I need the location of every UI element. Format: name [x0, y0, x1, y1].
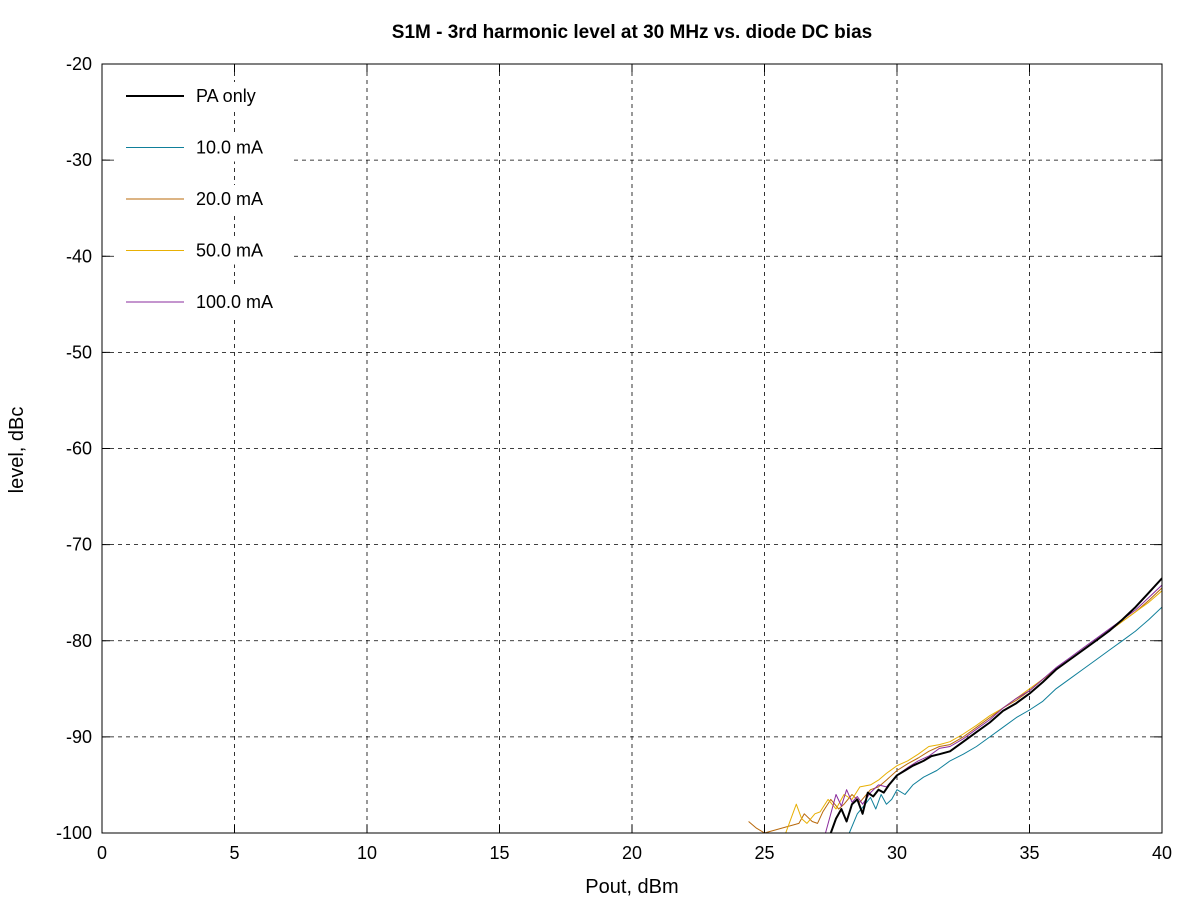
y-axis-label: level, dBc [6, 407, 28, 494]
x-tick-label: 5 [229, 843, 239, 863]
x-tick-label: 0 [97, 843, 107, 863]
y-tick-label: -90 [66, 727, 92, 747]
x-tick-label: 40 [1152, 843, 1172, 863]
y-tick-label: -60 [66, 439, 92, 459]
x-axis-label: Pout, dBm [585, 876, 678, 898]
chart-title: S1M - 3rd harmonic level at 30 MHz vs. d… [392, 22, 872, 43]
series-lines [748, 577, 1162, 833]
legend-label: 50.0 mA [196, 241, 263, 261]
x-tick-label: 30 [887, 843, 907, 863]
legend-label: PA only [196, 86, 256, 106]
y-tick-label: -100 [56, 823, 92, 843]
x-tick-label: 10 [357, 843, 377, 863]
legend-label: 20.0 mA [196, 189, 263, 209]
grid-lines [102, 64, 1162, 833]
x-tick-label: 35 [1019, 843, 1039, 863]
y-tick-label: -70 [66, 535, 92, 555]
series-line-pa-only [829, 577, 1162, 833]
y-tick-label: -40 [66, 246, 92, 266]
x-tick-label: 20 [622, 843, 642, 863]
series-line-100-0-ma [825, 584, 1162, 833]
y-tick-label: -50 [66, 342, 92, 362]
axis-ticks: 0 5 10 15 20 25 30 35 40 -100 -90 -80 -70 -60 -50 -40 -3… [56, 54, 1172, 863]
legend: PA only 10.0 mA 20.0 mA 50.0 mA 100.0 mA [118, 82, 290, 316]
x-tick-label: 15 [489, 843, 509, 863]
y-tick-label: -20 [66, 54, 92, 74]
legend-label: 10.0 mA [196, 138, 263, 158]
y-tick-label: -80 [66, 631, 92, 651]
series-line-10-0-ma [848, 606, 1162, 833]
legend-label: 100.0 mA [196, 292, 273, 312]
x-tick-label: 25 [754, 843, 774, 863]
y-tick-label: -30 [66, 150, 92, 170]
